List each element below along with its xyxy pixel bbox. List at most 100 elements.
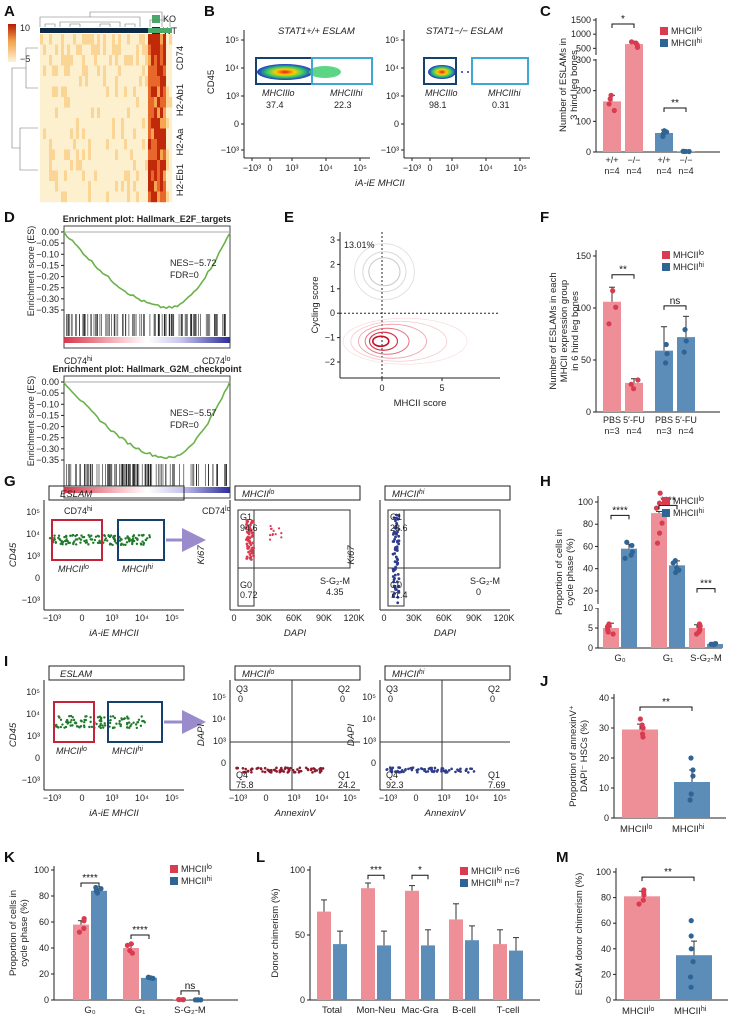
heatmap-cell [85,97,88,108]
heatmap-cell [166,192,169,203]
data-point [126,541,128,543]
data-point [109,722,111,724]
quadrant-value: 0 [340,694,345,704]
data-point [114,535,116,537]
x-tick-label: 10³ [437,793,450,803]
data-point [112,715,114,717]
data-point [608,96,613,101]
y-tick-label: 20 [39,969,49,979]
heatmap-cell [70,97,73,108]
heatmap-cell [46,45,49,56]
heatmap-cell [109,139,112,150]
heatmap-cell [154,150,157,161]
heatmap-cell [49,160,52,171]
heatmap-cell [82,192,85,203]
heatmap-cell [136,139,139,150]
heatmap-cell [112,160,115,171]
heatmap-cell [76,97,79,108]
data-point [280,532,282,534]
heatmap-cell [73,150,76,161]
data-point [436,770,439,773]
heatmap-cell [160,87,163,98]
heatmap-cell [58,87,61,98]
data-point [444,770,447,773]
y-axis-label: DAPI [346,724,357,747]
heatmap-cell [91,45,94,56]
x-tick-label: 30K [406,613,422,623]
heatmap-cell [103,45,106,56]
heatmap-cell [124,118,127,129]
data-point [322,767,325,770]
data-point [428,767,431,770]
heatmap-cell [49,150,52,161]
heatmap-cell [109,150,112,161]
y-axis-label: cycle phase (%) [565,538,576,606]
heatmap-cell [163,139,166,150]
data-point [140,543,142,545]
heatmap-cell [145,150,148,161]
data-point [299,766,302,769]
data-point [296,768,299,771]
x-tick-label: 10⁴ [479,163,493,173]
data-point [397,573,400,576]
heatmap-cell [121,171,124,182]
heatmap-cell [79,34,82,45]
heatmap-cell [142,45,145,56]
heatmap-cell [169,55,172,66]
data-point [110,534,112,536]
bar [333,944,347,1000]
heatmap-cell [88,45,91,56]
ko-annotation [166,28,169,33]
data-point [456,768,459,771]
heatmap-cell [67,66,70,77]
heatmap-cell [70,192,73,203]
x-tick-label: 10⁴ [319,163,333,173]
panel-letter: J [540,673,548,690]
heatmap-cell [88,139,91,150]
heatmap-cell [169,66,172,77]
heatmap-cell [115,160,118,171]
data-point [88,726,90,728]
axis-break [592,55,600,59]
heatmap-cell [88,129,91,140]
heatmap-cell [124,55,127,66]
heatmap-cell [49,66,52,77]
data-point [94,539,96,541]
heatmap-cell [76,45,79,56]
contour-line [370,332,398,350]
heatmap-cell [97,87,100,98]
heatmap-cell [157,97,160,108]
heatmap-cell [67,171,70,182]
heatmap-cell [160,55,163,66]
heatmap-cell [130,150,133,161]
heatmap-cell [148,108,151,119]
heatmap-cell [142,181,145,192]
sig-label: *** [700,579,712,590]
heatmap-cell [97,181,100,192]
y-tick-label: 0 [221,758,226,768]
heatmap-cell [70,160,73,171]
heatmap-cell [55,139,58,150]
heatmap-cell [46,118,49,129]
data-point [65,538,67,540]
heatmap-cell [130,192,133,203]
heatmap-cell [88,150,91,161]
heatmap-cell [52,76,55,87]
data-point [140,725,142,727]
heatmap-cell [100,129,103,140]
heatmap-cell [148,171,151,182]
legend-swatch [660,39,668,47]
data-point [119,538,121,540]
data-point [246,555,249,558]
heatmap-cell [148,97,151,108]
heatmap-cell [49,55,52,66]
heatmap-cell [166,45,169,56]
y-tick-label: 10⁴ [385,63,399,73]
b-ylabel: CD45 [206,70,217,94]
heatmap-cell [67,34,70,45]
sig-label: * [418,865,422,876]
heatmap-cell [127,192,130,203]
heatmap-cell [58,160,61,171]
